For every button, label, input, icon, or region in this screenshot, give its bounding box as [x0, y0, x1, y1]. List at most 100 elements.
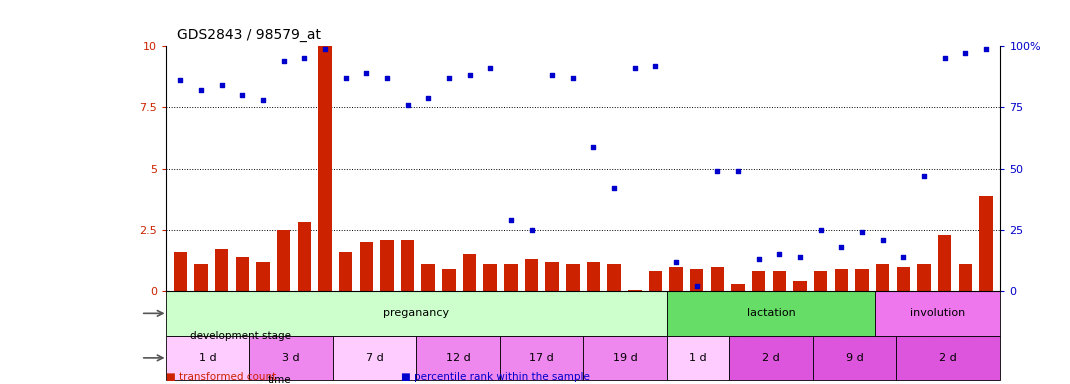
Bar [710, 266, 724, 291]
Bar [670, 266, 683, 291]
Bar [504, 264, 518, 291]
Bar [524, 259, 538, 291]
Bar [546, 262, 559, 291]
Point [399, 102, 416, 108]
Bar [277, 230, 290, 291]
Text: GDS2843 / 98579_at: GDS2843 / 98579_at [177, 28, 321, 42]
Bar [401, 240, 414, 291]
Text: 3 d: 3 d [282, 353, 300, 363]
Point [255, 97, 272, 103]
Bar [667, 291, 875, 336]
Text: 2 d: 2 d [762, 353, 780, 363]
Bar [360, 242, 373, 291]
Bar [166, 291, 667, 336]
Point [936, 55, 953, 61]
Bar [730, 336, 813, 380]
Point [337, 75, 354, 81]
Point [564, 75, 581, 81]
Bar [876, 264, 889, 291]
Point [275, 58, 292, 64]
Point [502, 217, 519, 223]
Bar [380, 240, 394, 291]
Bar [752, 271, 765, 291]
Text: preganancy: preganancy [383, 308, 449, 318]
Text: involution: involution [911, 308, 965, 318]
Bar [628, 290, 642, 291]
Bar [875, 291, 1000, 336]
Bar [897, 266, 911, 291]
Point [461, 73, 478, 79]
Bar [333, 336, 416, 380]
Bar [173, 252, 187, 291]
Point [812, 227, 829, 233]
Bar [979, 195, 993, 291]
Point [317, 45, 334, 51]
Bar [215, 250, 228, 291]
Point [750, 256, 767, 262]
Point [357, 70, 374, 76]
Point [482, 65, 499, 71]
Bar [249, 336, 333, 380]
Bar [690, 269, 703, 291]
Point [233, 92, 250, 98]
Bar [814, 271, 827, 291]
Text: development stage: development stage [190, 331, 291, 341]
Bar [416, 336, 500, 380]
Point [441, 75, 458, 81]
Point [606, 185, 623, 191]
Point [419, 94, 437, 101]
Bar [235, 257, 249, 291]
Bar [608, 264, 621, 291]
Point [172, 77, 189, 83]
Text: ■ transformed count: ■ transformed count [166, 372, 276, 382]
Bar [586, 262, 600, 291]
Text: 12 d: 12 d [445, 353, 471, 363]
Bar [813, 336, 897, 380]
Point [874, 237, 891, 243]
Bar [793, 281, 807, 291]
Text: ■ percentile rank within the sample: ■ percentile rank within the sample [401, 372, 591, 382]
Bar [484, 264, 496, 291]
Bar [938, 235, 951, 291]
Bar [773, 271, 786, 291]
Bar [166, 336, 249, 380]
Point [730, 168, 747, 174]
Bar [339, 252, 352, 291]
Bar [835, 269, 849, 291]
Text: 1 d: 1 d [689, 353, 706, 363]
Text: 7 d: 7 d [366, 353, 383, 363]
Point [668, 258, 685, 265]
Bar [897, 336, 1000, 380]
Point [977, 45, 994, 51]
Point [688, 283, 705, 289]
Bar [959, 264, 972, 291]
Text: 2 d: 2 d [939, 353, 958, 363]
Point [916, 173, 933, 179]
Point [957, 50, 974, 56]
Bar [422, 264, 434, 291]
Point [626, 65, 643, 71]
Point [854, 229, 871, 235]
Point [895, 254, 912, 260]
Point [585, 144, 602, 150]
Bar [732, 284, 745, 291]
Bar [297, 222, 311, 291]
Text: 17 d: 17 d [529, 353, 554, 363]
Bar [583, 336, 667, 380]
Point [379, 75, 396, 81]
Point [770, 251, 788, 257]
Point [523, 227, 540, 233]
Point [647, 63, 664, 69]
Text: 19 d: 19 d [612, 353, 638, 363]
Text: 9 d: 9 d [845, 353, 863, 363]
Bar [667, 336, 730, 380]
Text: 1 d: 1 d [199, 353, 216, 363]
Point [295, 55, 312, 61]
Bar [256, 262, 270, 291]
Bar [442, 269, 456, 291]
Point [708, 168, 725, 174]
Bar [648, 271, 662, 291]
Bar [855, 269, 869, 291]
Point [213, 82, 230, 88]
Bar [318, 46, 332, 291]
